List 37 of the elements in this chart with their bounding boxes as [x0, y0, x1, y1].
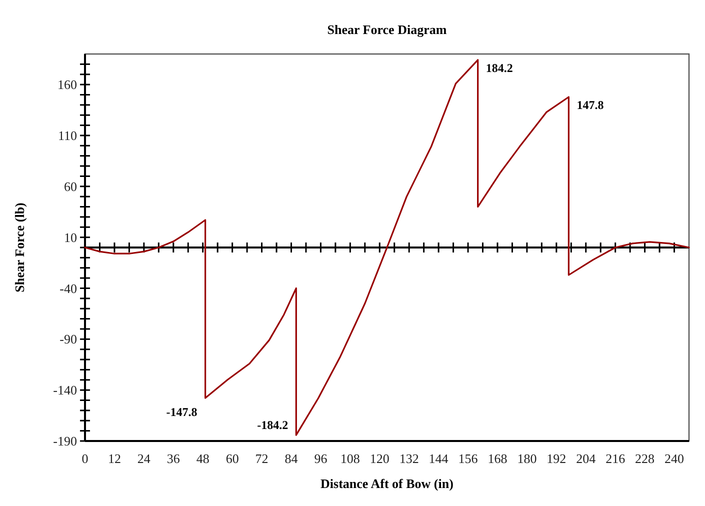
- y-tick-label: -90: [60, 332, 77, 347]
- x-tick-label: 36: [166, 451, 180, 466]
- x-tick-label: 228: [635, 451, 655, 466]
- y-tick-label: -40: [60, 280, 77, 296]
- y-tick-label: -190: [53, 434, 77, 449]
- y-tick-label: 110: [58, 128, 77, 144]
- x-tick-label: 132: [399, 451, 419, 466]
- x-tick-label: 216: [606, 451, 626, 466]
- x-tick-label: 96: [314, 451, 328, 466]
- y-axis-title: Shear Force (lb): [12, 202, 27, 292]
- y-tick-label: 10: [64, 230, 77, 245]
- x-tick-label: 0: [82, 451, 88, 466]
- x-tick-label: 60: [226, 451, 239, 466]
- line-series: [84, 59, 690, 436]
- x-tick-label: 156: [458, 451, 478, 466]
- x-tick-label: 180: [517, 451, 537, 466]
- annotation: 147.8: [576, 98, 604, 112]
- x-tick-label: 192: [546, 451, 566, 466]
- annotation: 184.2: [486, 60, 513, 75]
- x-tick-label: 204: [576, 451, 596, 466]
- y-tick-label: -140: [53, 382, 77, 398]
- annotation: -147.8: [166, 405, 198, 420]
- x-tick-label: 120: [370, 451, 390, 466]
- x-tick-label: 84: [284, 451, 298, 466]
- x-tick-label: 72: [255, 451, 268, 466]
- chart-title: Shear Force Diagram: [327, 22, 447, 37]
- x-tick-label: 108: [340, 451, 360, 466]
- x-axis-title: Distance Aft of Bow (in): [320, 476, 454, 491]
- y-tick-label: 160: [58, 77, 77, 92]
- x-tick-label: 240: [664, 451, 684, 466]
- x-tick-label: 24: [137, 451, 151, 466]
- x-tick-label: 168: [488, 451, 508, 466]
- x-tick-label: 12: [108, 451, 121, 466]
- x-tick-label: 144: [428, 451, 449, 466]
- annotation: -184.2: [257, 418, 288, 432]
- x-tick-label: 48: [196, 451, 210, 466]
- y-tick-label: 60: [64, 178, 77, 194]
